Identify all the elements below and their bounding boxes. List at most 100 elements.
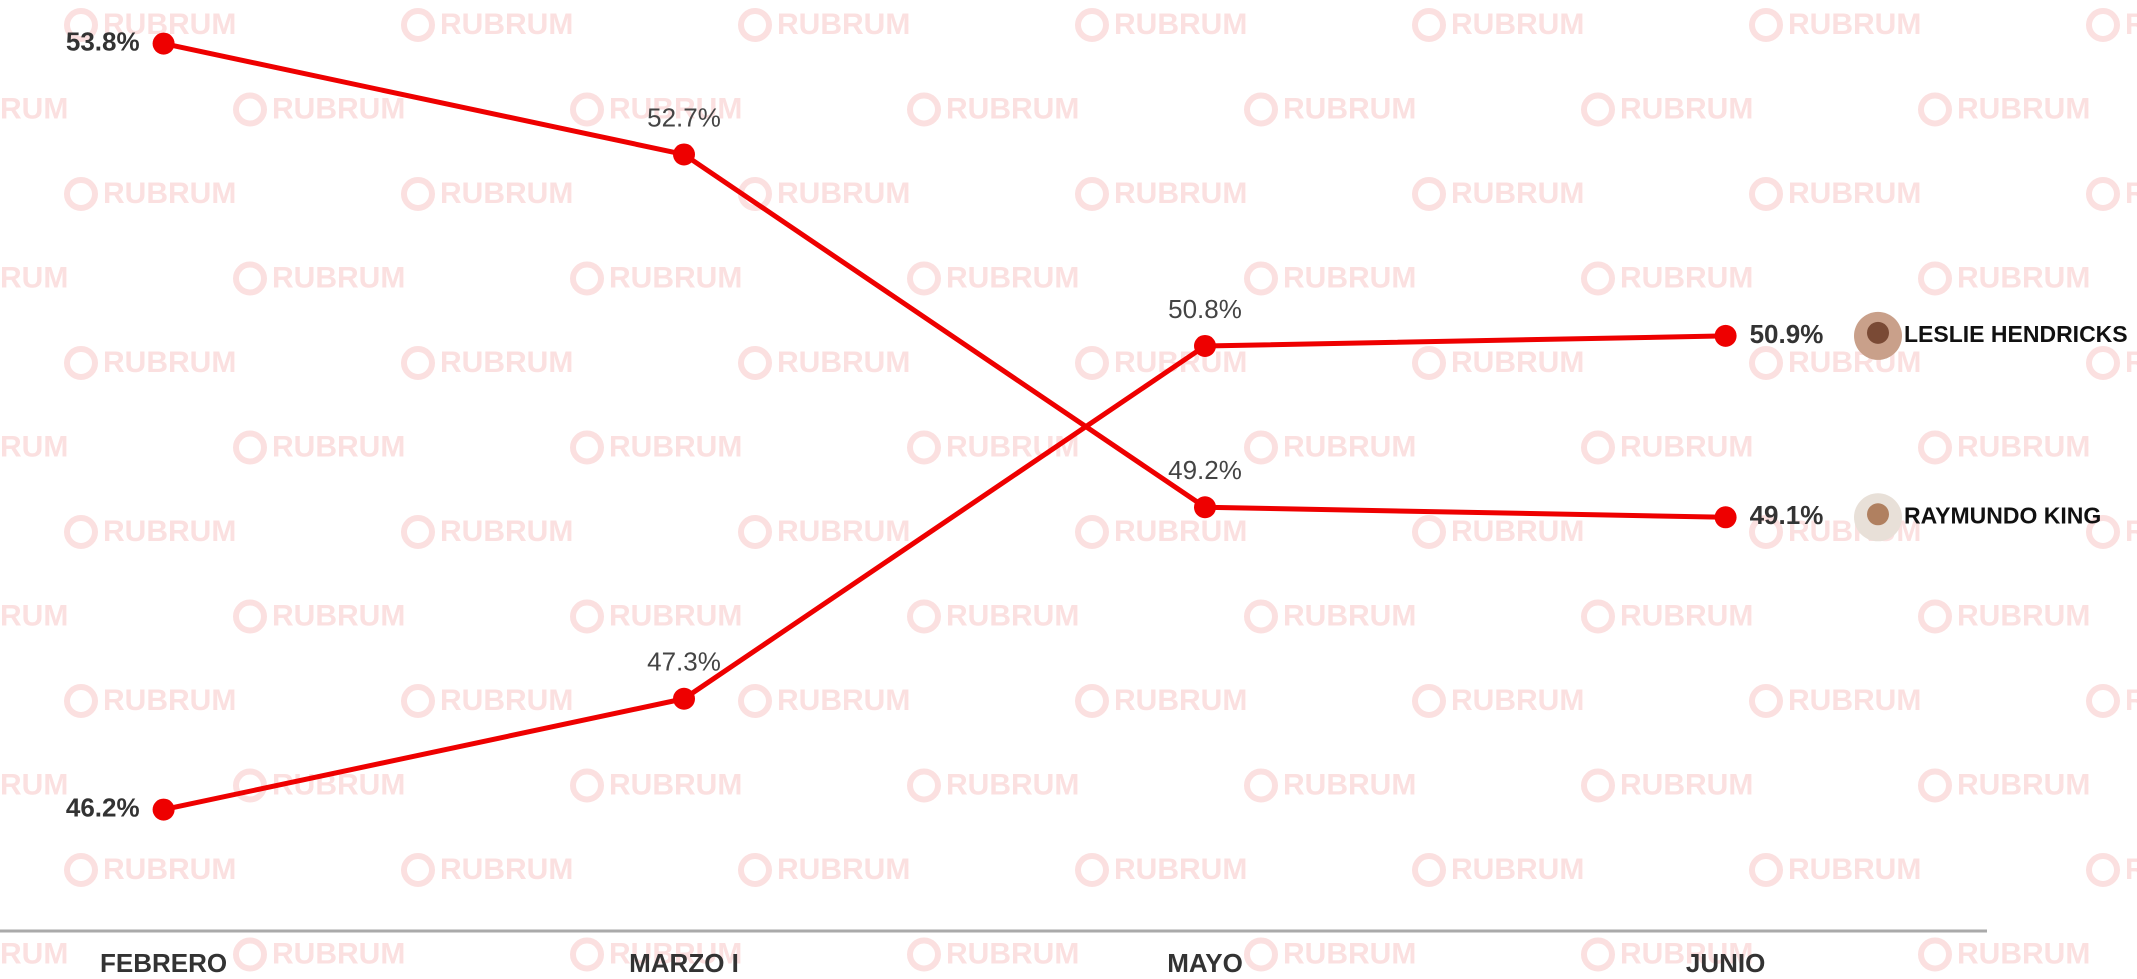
watermark-icon: [1752, 349, 1780, 377]
watermark-icon: [2089, 180, 2117, 208]
x-tick-label: FEBRERO: [100, 948, 227, 978]
watermark-icon: [404, 349, 432, 377]
watermark-icon: [910, 265, 938, 293]
watermark-icon: [741, 11, 769, 39]
watermark-icon: [1078, 856, 1106, 884]
watermark-icon: [910, 96, 938, 124]
watermark-text: RUBRUM: [440, 8, 573, 41]
watermark-text: RUBRUM: [1451, 853, 1584, 886]
watermark-icon: [741, 856, 769, 884]
data-point: [673, 688, 695, 710]
watermark-text: RUBRUM: [1114, 177, 1247, 210]
value-label: 50.8%: [1168, 294, 1242, 324]
watermark-icon: [1752, 687, 1780, 715]
watermark-text: RUBRUM: [0, 937, 68, 970]
watermark-icon: [236, 434, 264, 462]
watermark-text: RUBRUM: [1283, 599, 1416, 632]
watermark-icon: [1584, 603, 1612, 631]
watermark-icon: [1247, 772, 1275, 800]
watermark-text: RUBRUM: [103, 853, 236, 886]
watermark-icon: [910, 941, 938, 969]
watermark-icon: [1247, 434, 1275, 462]
value-label: 46.2%: [66, 792, 140, 822]
watermark-icon: [2089, 349, 2117, 377]
watermark-icon: [1584, 941, 1612, 969]
watermark-icon: [573, 434, 601, 462]
watermark-text: RUBRUM: [2125, 8, 2137, 41]
watermark-icon: [1921, 434, 1949, 462]
watermark-icon: [404, 687, 432, 715]
watermark-icon: [1078, 687, 1106, 715]
watermark-icon: [2089, 687, 2117, 715]
watermark-icon: [236, 941, 264, 969]
series-line: [164, 336, 1726, 810]
watermark-icon: [236, 603, 264, 631]
watermark-icon: [741, 687, 769, 715]
watermark-icon: [1752, 856, 1780, 884]
watermark-text: RUBRUM: [609, 430, 742, 463]
watermark-icon: [1921, 772, 1949, 800]
watermark-text: RUBRUM: [777, 8, 910, 41]
watermark-icon: [1078, 349, 1106, 377]
watermark-text: RUBRUM: [1114, 8, 1247, 41]
watermark-icon: [1921, 265, 1949, 293]
value-label: 49.1%: [1750, 500, 1824, 530]
watermark-icon: [910, 434, 938, 462]
legend-label: LESLIE HENDRICKS: [1904, 321, 2128, 347]
watermark-text: RUBRUM: [2125, 177, 2137, 210]
watermark-text: RUBRUM: [1451, 177, 1584, 210]
watermark-text: RUBRUM: [1451, 515, 1584, 548]
watermark-text: RUBRUM: [440, 853, 573, 886]
watermark-text: RUBRUM: [1788, 346, 1921, 379]
watermark-icon: [741, 518, 769, 546]
x-tick-label: JUNIO: [1686, 948, 1765, 978]
watermark-icon: [1584, 265, 1612, 293]
watermark-text: RUBRUM: [272, 599, 405, 632]
watermark-icon: [1415, 856, 1443, 884]
x-tick-label: MAYO: [1167, 948, 1243, 978]
data-point: [153, 33, 175, 55]
plot: FEBRERO MARZO I MAYO JUNIO 46.2% 47.3% 50.8% 50…: [66, 26, 2128, 977]
watermark-text: RUBRUM: [1451, 346, 1584, 379]
watermark-text: RUBRUM: [103, 177, 236, 210]
watermark-text: RUBRUM: [1957, 937, 2090, 970]
watermark-icon: [404, 518, 432, 546]
watermark-text: RUBRUM: [1957, 599, 2090, 632]
watermark-text: RUBRUM: [0, 92, 68, 125]
watermark-text: RUBRUM: [1788, 684, 1921, 717]
watermark-text: RUBRUM: [1451, 8, 1584, 41]
watermark-text: RUBRUM: [1788, 8, 1921, 41]
watermark-text: RUBRUM: [103, 684, 236, 717]
x-tick-label: MARZO I: [629, 948, 739, 978]
watermark-text: RUBRUM: [777, 853, 910, 886]
value-label: 47.3%: [647, 647, 721, 677]
watermark-text: RUBRUM: [2125, 346, 2137, 379]
avatar-face: [1867, 503, 1889, 525]
watermark-text: RUBRUM: [1114, 515, 1247, 548]
watermark-text: RUBRUM: [1957, 768, 2090, 801]
watermark-icon: [404, 856, 432, 884]
data-point: [153, 799, 175, 821]
watermark-text: RUBRUM: [0, 768, 68, 801]
watermark-text: RUBRUM: [0, 599, 68, 632]
watermark-text: RUBRUM: [272, 92, 405, 125]
watermark-text: RUBRUM: [609, 599, 742, 632]
watermark-icon: [67, 180, 95, 208]
watermark-text: RUBRUM: [1114, 853, 1247, 886]
watermark-icon: [404, 180, 432, 208]
watermark-icon: [910, 772, 938, 800]
value-label: 50.9%: [1750, 319, 1824, 349]
watermark-text: RUBRUM: [1620, 599, 1753, 632]
watermark-text: RUBRUM: [946, 937, 1079, 970]
watermark-text: RUBRUM: [0, 430, 68, 463]
legend-label: RAYMUNDO KING: [1904, 502, 2101, 528]
watermark-text: RUBRUM: [440, 515, 573, 548]
watermark-text: RUBRUM: [440, 684, 573, 717]
watermark-text: RUBRUM: [946, 92, 1079, 125]
value-label: 53.8%: [66, 26, 140, 56]
watermark-text: RUBRUM: [1620, 92, 1753, 125]
watermark-text: RUBRUM: [1283, 937, 1416, 970]
watermark-text: RUBRUM: [1283, 261, 1416, 294]
watermark-icon: [1921, 603, 1949, 631]
watermark-icon: [741, 349, 769, 377]
